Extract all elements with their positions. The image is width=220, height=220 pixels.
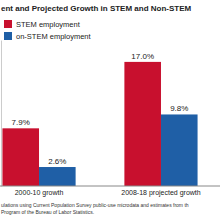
data-label: 17.0% — [131, 52, 154, 61]
bar — [161, 114, 198, 186]
source-note: Program of the Bureau of Labor Statistic… — [1, 209, 94, 215]
source-note: ulations using Current Population Survey… — [1, 202, 189, 208]
y-axis-line — [1, 41, 2, 187]
x-tick: 2000-10 growth — [15, 186, 64, 197]
data-label: 9.8% — [170, 104, 188, 113]
x-tick-label: 2000-10 growth — [15, 189, 64, 197]
bar — [2, 128, 39, 186]
x-axis-line — [0, 186, 220, 187]
legend-label: STEM employment — [16, 20, 81, 29]
bar — [124, 62, 161, 186]
data-labels: 7.9% 17.0% 2.6% 9.8% — [12, 52, 189, 166]
title: ent and Projected Growth in STEM and Non… — [1, 4, 192, 13]
x-tick: 2008-18 projected growth — [121, 186, 200, 197]
chart: ent and Projected Growth in STEM and Non… — [0, 0, 220, 220]
bar — [39, 167, 76, 186]
legend-swatch — [4, 20, 12, 28]
x-axis: 2000-10 growth 2008-18 projected growth — [0, 186, 220, 197]
legend-swatch — [4, 32, 12, 40]
bars — [2, 62, 197, 186]
data-label: 7.9% — [12, 118, 30, 127]
data-label: 2.6% — [48, 157, 66, 166]
x-tick-label: 2008-18 projected growth — [121, 189, 200, 197]
legend: STEM employment on-STEM employment — [4, 20, 92, 41]
y-axis — [1, 41, 2, 187]
legend-label: on-STEM employment — [16, 32, 92, 41]
